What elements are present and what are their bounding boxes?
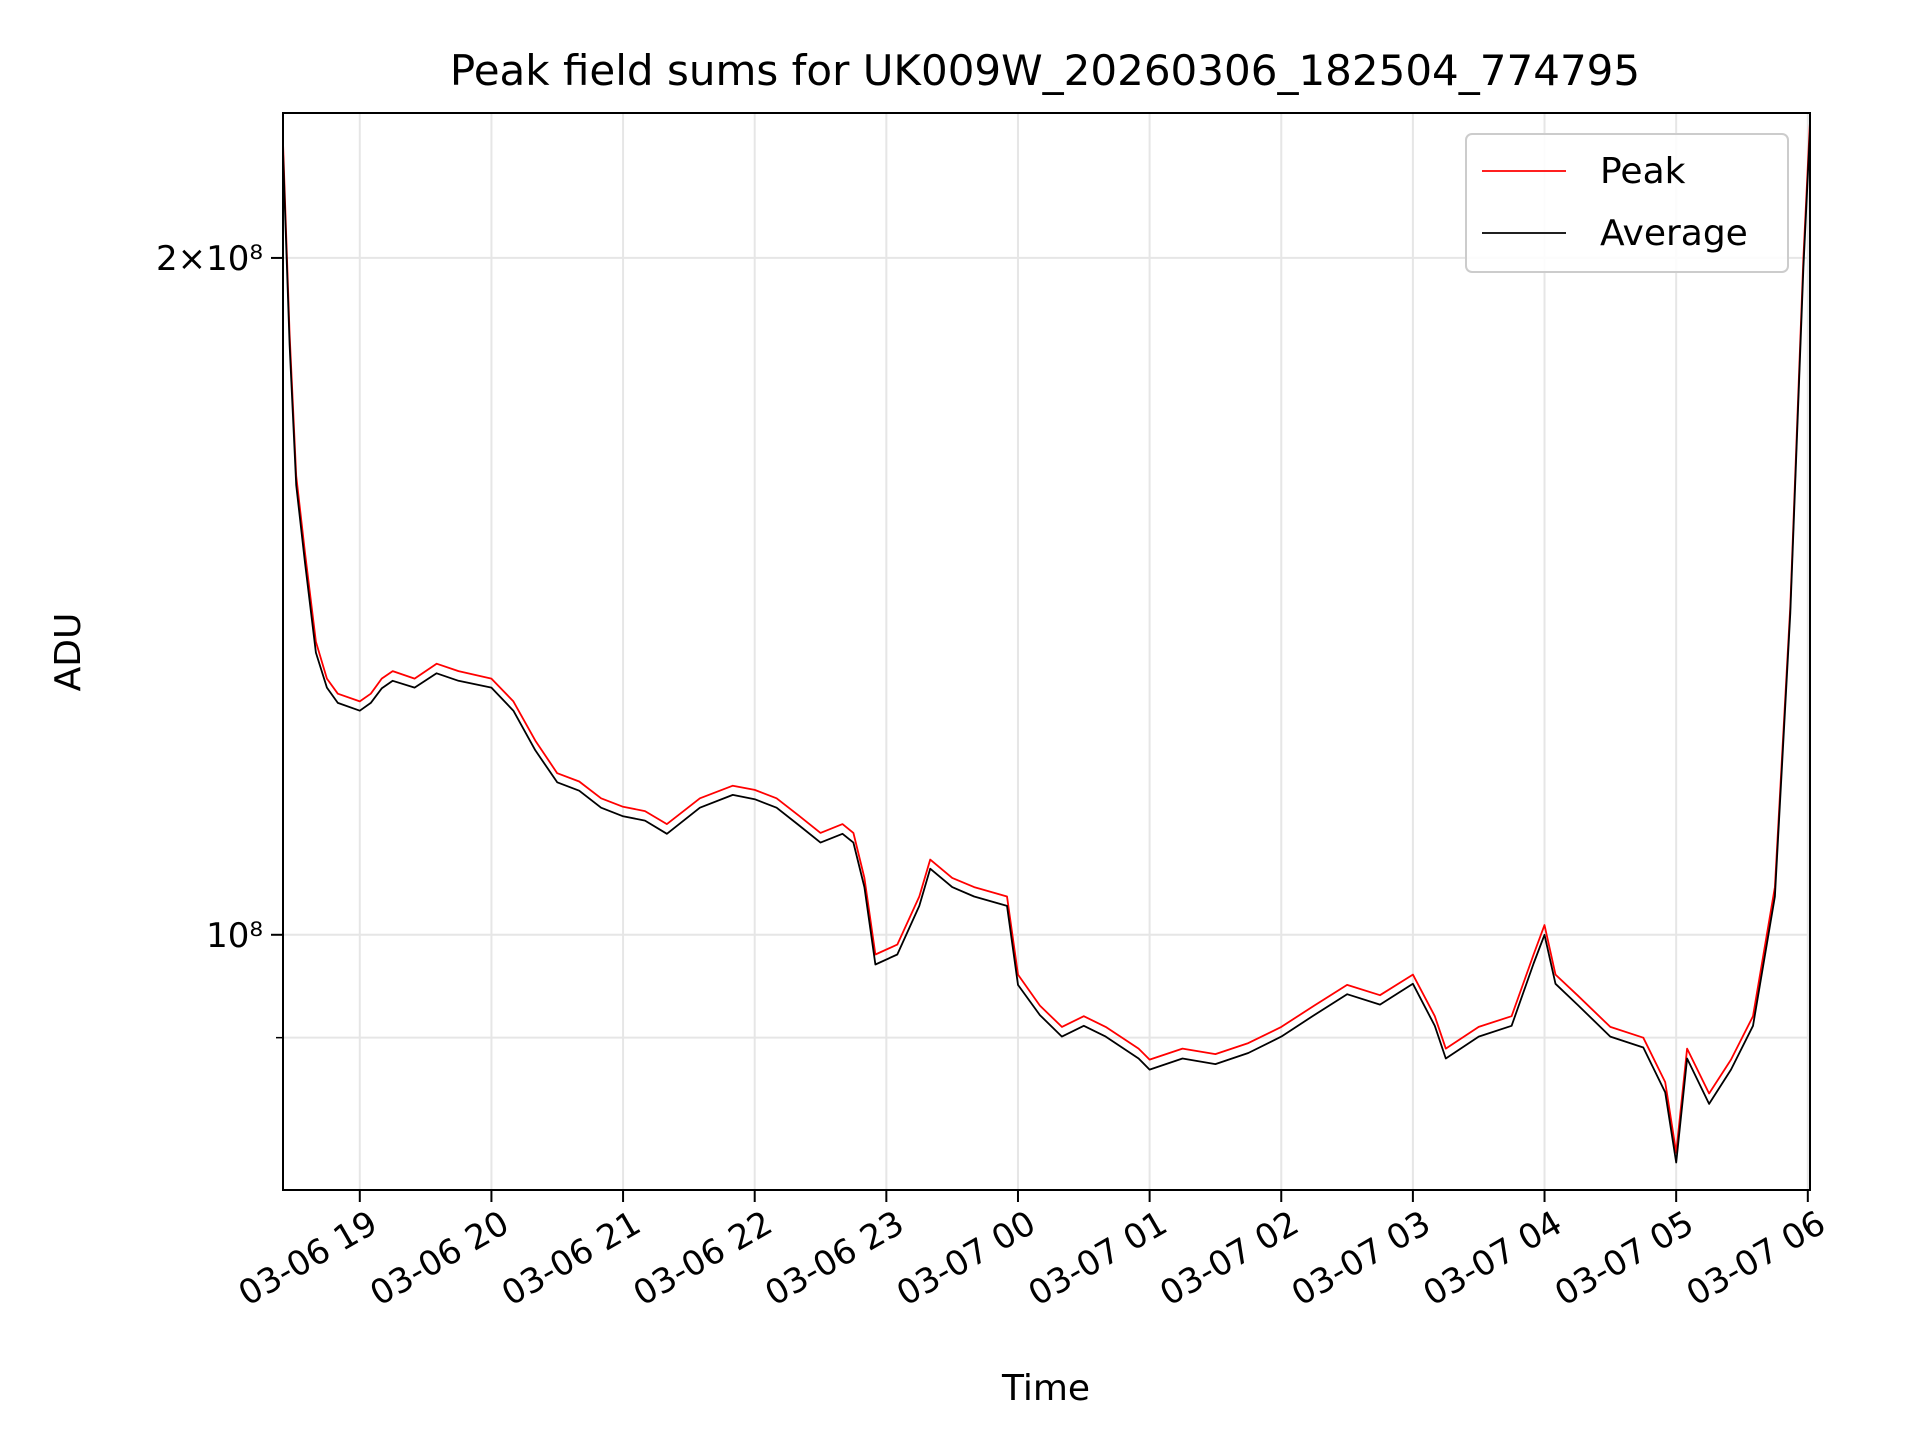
grid [283,113,1810,1190]
series-layer [282,121,1811,1164]
series-average-line [282,129,1811,1164]
y-tick-label: 10⁸ [206,916,263,956]
legend-average-label: Average [1600,213,1748,254]
series-peak-line [282,121,1811,1154]
legend: Peak Average [1465,133,1789,273]
x-axis-label: Time [1001,1368,1090,1409]
legend-peak-label: Peak [1600,151,1686,192]
y-tick-label: 2×10⁸ [156,239,263,279]
plot-frame [282,112,1811,1191]
legend-box [1465,133,1789,273]
chart-title: Peak field sums for UK009W_20260306_1825… [450,46,1640,95]
y-axis: 10⁸ 2×10⁸ [156,239,283,1039]
y-axis-label: ADU [48,613,89,692]
